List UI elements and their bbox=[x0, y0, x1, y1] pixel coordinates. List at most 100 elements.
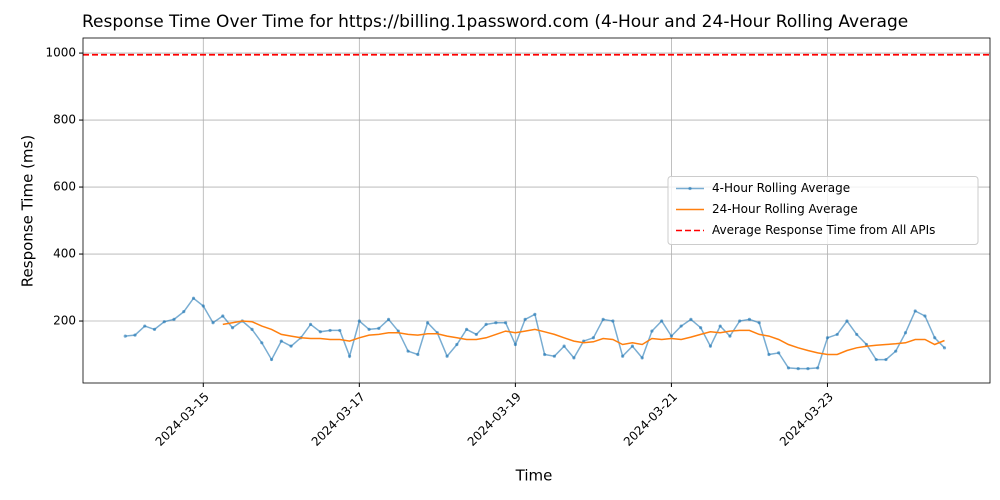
legend-label: 4-Hour Rolling Average bbox=[712, 181, 850, 195]
point bbox=[533, 312, 537, 316]
point bbox=[864, 342, 869, 347]
point bbox=[757, 321, 761, 325]
point bbox=[386, 317, 391, 321]
point bbox=[445, 354, 449, 358]
point bbox=[338, 328, 342, 333]
point bbox=[738, 319, 742, 323]
point bbox=[513, 342, 517, 347]
point bbox=[133, 333, 137, 337]
point bbox=[367, 327, 371, 332]
point bbox=[630, 344, 635, 348]
point bbox=[162, 320, 166, 324]
point bbox=[318, 330, 322, 334]
y-tick-label: 800 bbox=[53, 113, 76, 127]
point bbox=[591, 336, 595, 340]
point bbox=[474, 332, 478, 337]
point bbox=[308, 322, 313, 326]
point bbox=[289, 344, 293, 348]
series-line bbox=[222, 320, 945, 356]
y-tick-label: 600 bbox=[53, 180, 76, 194]
x-axis-label: Time bbox=[515, 467, 553, 485]
point bbox=[211, 321, 215, 325]
point bbox=[182, 310, 186, 314]
point bbox=[728, 334, 732, 338]
point bbox=[269, 357, 274, 362]
point bbox=[894, 349, 898, 353]
point bbox=[416, 352, 420, 357]
y-tick-label: 200 bbox=[53, 314, 76, 328]
point bbox=[357, 319, 361, 323]
point bbox=[650, 329, 654, 333]
point bbox=[923, 314, 927, 318]
point bbox=[221, 314, 225, 318]
point bbox=[640, 356, 644, 360]
point bbox=[621, 354, 625, 358]
point bbox=[279, 339, 283, 343]
point bbox=[913, 309, 917, 313]
point bbox=[504, 321, 508, 325]
legend-marker bbox=[688, 186, 692, 191]
point bbox=[718, 324, 722, 328]
x-tick-label: 2024-03-17 bbox=[309, 390, 368, 449]
legend: 4-Hour Rolling Average 24-Hour Rolling Av… bbox=[667, 176, 979, 245]
point bbox=[406, 349, 410, 353]
point bbox=[230, 326, 235, 330]
point bbox=[523, 317, 527, 321]
point bbox=[699, 326, 703, 330]
point bbox=[855, 332, 859, 337]
point bbox=[835, 332, 839, 337]
point bbox=[806, 366, 810, 371]
point bbox=[611, 319, 615, 323]
x-tick-label: 2024-03-23 bbox=[777, 390, 836, 449]
legend-box bbox=[667, 176, 979, 245]
point bbox=[152, 327, 157, 332]
x-tick-label: 2024-03-21 bbox=[621, 390, 680, 449]
point bbox=[777, 351, 781, 355]
point bbox=[377, 326, 381, 331]
y-tick-label: 1000 bbox=[45, 46, 76, 60]
point bbox=[425, 321, 430, 325]
point bbox=[123, 334, 127, 338]
point bbox=[347, 354, 352, 358]
point bbox=[845, 319, 849, 323]
point bbox=[825, 336, 830, 340]
chart-title: Response Time Over Time for https://bill… bbox=[82, 12, 908, 32]
point bbox=[191, 296, 196, 300]
point bbox=[494, 321, 498, 325]
point bbox=[786, 366, 791, 370]
point bbox=[172, 317, 176, 321]
point bbox=[201, 304, 205, 308]
point bbox=[143, 324, 147, 328]
point bbox=[260, 341, 264, 345]
x-tick-label: 2024-03-15 bbox=[153, 390, 212, 449]
point bbox=[903, 331, 908, 335]
point bbox=[933, 336, 937, 340]
plot-frame bbox=[82, 37, 991, 384]
point bbox=[562, 344, 566, 348]
point bbox=[601, 317, 605, 321]
point bbox=[708, 344, 713, 348]
y-tick-label: 400 bbox=[53, 247, 76, 261]
x-tick-label: 2024-03-19 bbox=[465, 390, 524, 449]
point bbox=[942, 346, 947, 350]
point bbox=[660, 319, 664, 323]
point bbox=[816, 366, 820, 370]
point bbox=[669, 334, 674, 338]
point bbox=[679, 324, 683, 328]
series-line bbox=[125, 297, 946, 370]
point bbox=[874, 357, 878, 362]
point bbox=[465, 327, 469, 332]
point bbox=[747, 317, 752, 321]
point bbox=[455, 342, 459, 347]
y-axis-label: Response Time (ms) bbox=[19, 135, 37, 287]
point bbox=[572, 356, 576, 360]
point bbox=[796, 366, 800, 371]
point bbox=[767, 352, 771, 357]
point bbox=[689, 317, 693, 321]
point bbox=[552, 354, 556, 358]
point bbox=[884, 357, 888, 362]
point bbox=[250, 327, 254, 332]
point bbox=[484, 322, 488, 326]
point bbox=[543, 352, 547, 357]
